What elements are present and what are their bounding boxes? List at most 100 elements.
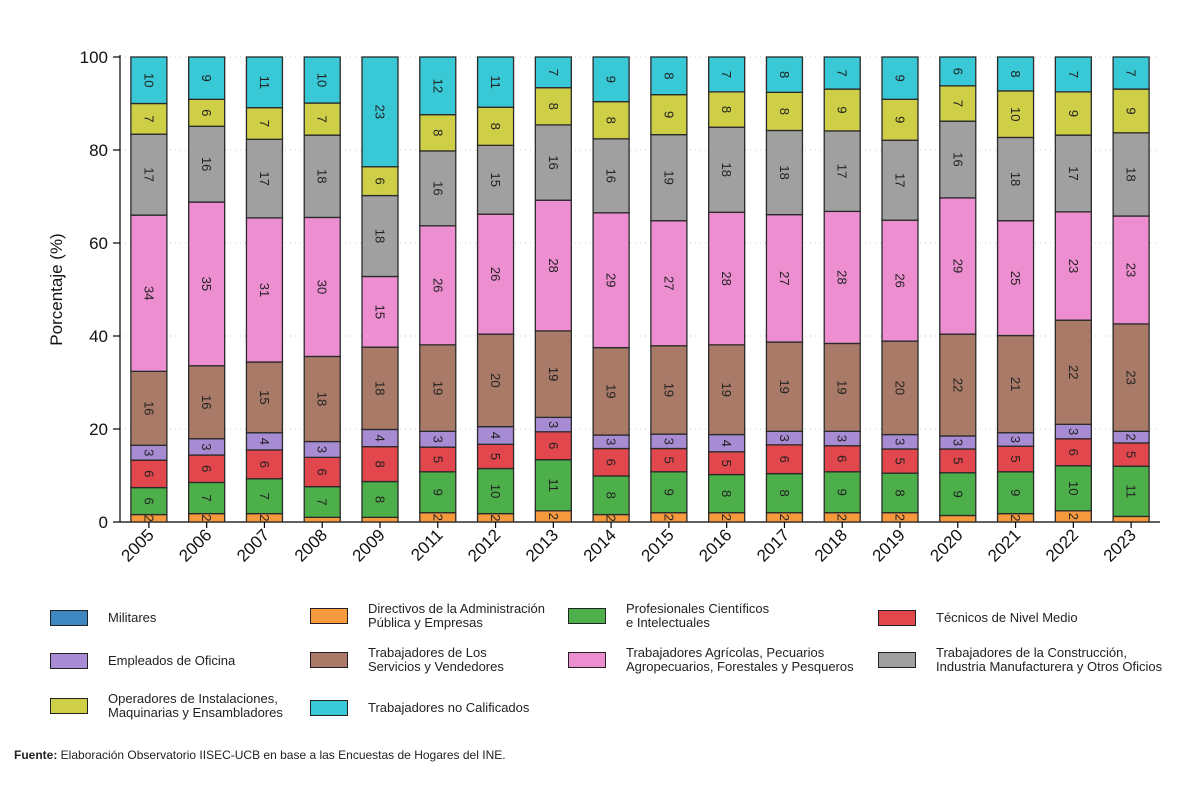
bar-segment (534, 330, 572, 419)
data-label: 9 (893, 75, 908, 82)
bar-segment (996, 90, 1035, 139)
data-label: 16 (546, 155, 561, 169)
data-label: 35 (199, 277, 214, 291)
legend-item-no-calificados: Trabajadores no Calificados (310, 700, 529, 716)
data-label: 8 (719, 490, 734, 497)
data-label: 20 (488, 373, 503, 387)
data-label: 6 (777, 456, 792, 463)
data-label: 10 (315, 73, 330, 87)
legend-label: Militares (108, 610, 157, 625)
data-label: 7 (546, 69, 561, 76)
bar-segment (188, 481, 226, 515)
legend-item-profesionales: Profesionales Científicos e Intelectuale… (568, 602, 769, 630)
bar-segment (361, 56, 399, 168)
data-label: 2 (257, 514, 272, 521)
data-label: 2 (199, 514, 214, 521)
bar-segment (361, 275, 399, 348)
x-tick-label: 2015 (638, 525, 678, 565)
x-tick-label: 2006 (175, 525, 215, 565)
bar-segment (823, 445, 861, 473)
data-label: 6 (199, 109, 214, 116)
bar-segment (939, 514, 977, 523)
data-label: 26 (893, 273, 908, 287)
bar-segment (650, 56, 688, 96)
x-tick-label: 2007 (233, 525, 273, 565)
y-tick-label: 100 (80, 48, 108, 67)
bar-segment (708, 211, 746, 346)
y-axis-label: Porcentaje (%) (47, 233, 66, 345)
bar-segment (188, 365, 226, 440)
data-label: 16 (199, 157, 214, 171)
legend-item-tecnicos: Técnicos de Nivel Medio (878, 610, 1078, 626)
bar-segment (996, 445, 1035, 473)
data-label: 17 (893, 173, 908, 187)
bar-segment (708, 56, 746, 93)
data-label: 3 (546, 421, 561, 428)
data-label: 6 (373, 178, 388, 185)
bar-segment (419, 344, 457, 432)
bar-segment (245, 449, 284, 480)
data-label: 9 (604, 76, 619, 83)
data-label: 8 (777, 71, 792, 78)
data-label: 9 (1124, 107, 1139, 114)
x-tick-label: 2023 (1100, 525, 1140, 565)
bar-segment (765, 444, 804, 475)
bar-segment (303, 56, 341, 104)
bar-segment (245, 361, 284, 434)
bar-segment (188, 56, 226, 100)
bar-segment (534, 431, 572, 461)
data-label: 7 (257, 120, 272, 127)
bar-segment (939, 472, 977, 517)
y-tick-label: 40 (89, 327, 108, 346)
data-label: 2 (488, 514, 503, 521)
data-label: 9 (835, 106, 850, 113)
data-label: 11 (257, 76, 272, 90)
bar-segment (939, 197, 977, 335)
data-label: 28 (546, 258, 561, 272)
y-tick-label: 0 (99, 513, 108, 532)
bar-segment (361, 446, 399, 483)
data-label: 9 (950, 490, 965, 497)
data-label: 19 (546, 367, 561, 381)
bar-segment (996, 220, 1035, 337)
bar-segment (592, 475, 630, 516)
data-label: 17 (835, 164, 850, 178)
bar-segment (881, 139, 919, 221)
legend-swatch (50, 610, 88, 626)
data-label: 26 (430, 278, 445, 292)
data-label: 5 (1008, 455, 1023, 462)
source-text: Elaboración Observatorio IISEC-UCB en ba… (57, 748, 506, 762)
bar-segment (534, 459, 572, 512)
data-label: 27 (661, 276, 676, 290)
legend-label: Trabajadores Agrícolas, Pecuarios Agrope… (626, 645, 854, 674)
legend-label: Profesionales Científicos e Intelectuale… (626, 601, 770, 630)
data-label: 7 (315, 115, 330, 122)
data-label: 6 (604, 459, 619, 466)
bar-segment (419, 150, 457, 227)
legend-label: Trabajadores no Calificados (368, 700, 530, 715)
legend-label: Operadores de Instalaciones, Maquinarias… (108, 691, 283, 720)
y-tick-label: 60 (89, 234, 108, 253)
bar-segment (650, 220, 688, 347)
data-label: 7 (1124, 69, 1139, 76)
data-label: 3 (315, 446, 330, 453)
x-tick-label: 2013 (522, 525, 562, 565)
data-label: 29 (604, 273, 619, 287)
data-label: 25 (1008, 271, 1023, 285)
data-label: 3 (604, 438, 619, 445)
bar-segment (881, 56, 919, 100)
bar-segment (303, 516, 341, 523)
bar-segment (1054, 56, 1092, 93)
y-tick-label: 80 (89, 141, 108, 160)
x-tick-label: 2005 (118, 525, 158, 565)
data-label: 9 (661, 111, 676, 118)
bar-segment (1112, 515, 1150, 523)
data-label: 3 (950, 439, 965, 446)
data-label: 16 (430, 181, 445, 195)
data-label: 7 (199, 494, 214, 501)
bar-segment (130, 102, 168, 135)
bar-segment (361, 346, 399, 431)
data-label: 17 (141, 167, 156, 181)
data-label: 23 (1066, 259, 1081, 273)
data-label: 4 (719, 440, 734, 447)
